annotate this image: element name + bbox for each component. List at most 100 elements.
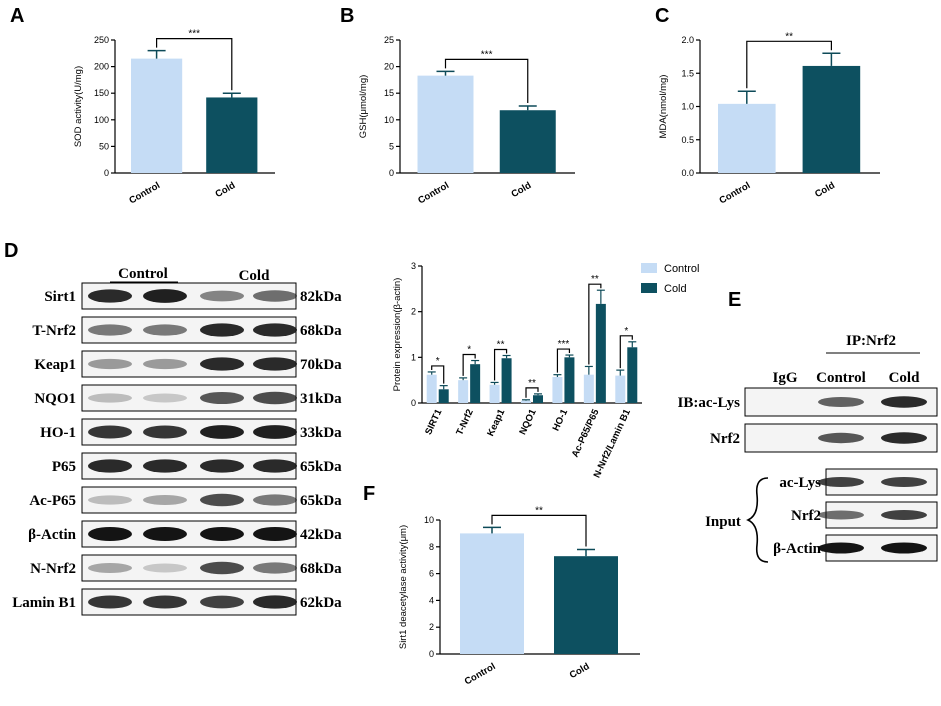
blot-size-label: 42kDa: [300, 527, 342, 543]
blot-row-label: N-Nrf2: [30, 561, 76, 577]
chart-A: 0 50 100 150 200 250 SOD activity(U/mg) Control…: [73, 29, 275, 206]
blot-size-label: 62kDa: [300, 595, 342, 611]
y-tick-label: 3: [411, 261, 416, 271]
group-label-cold: Cold: [239, 268, 271, 284]
panel-letter-F: F: [363, 483, 375, 505]
band: [200, 561, 244, 575]
significance-label: **: [528, 378, 536, 389]
band: [143, 495, 187, 505]
bar-control: [489, 384, 500, 403]
chart-D: 0 1 2 3 Protein expression(β-actin) * SIRT1 * T-…: [392, 261, 699, 480]
blot-row-label: Sirt1: [44, 289, 76, 305]
blot-row-label: NQO1: [34, 391, 76, 407]
x-tick-label: Keap1: [485, 407, 507, 438]
band: [818, 432, 864, 444]
x-tick-label: Ac-P65/P65: [570, 407, 602, 459]
band: [143, 324, 187, 336]
blot-size-label: 65kDa: [300, 459, 342, 475]
band: [818, 510, 864, 520]
blot-size-label: 82kDa: [300, 289, 342, 305]
band: [253, 595, 297, 609]
y-tick-label: 2.0: [681, 35, 694, 45]
significance-label: ***: [481, 49, 493, 60]
significance-label: **: [785, 31, 793, 42]
y-axis-label: SOD activity(U/mg): [73, 66, 84, 147]
significance-label: **: [497, 340, 505, 351]
blot-size-label: 65kDa: [300, 493, 342, 509]
blot-size-label: 31kDa: [300, 391, 342, 407]
band: [88, 495, 132, 505]
band: [818, 542, 864, 554]
blot-row-label: Ac-P65: [29, 493, 76, 509]
y-tick-label: 6: [429, 569, 434, 579]
blot-row-label: β-Actin: [773, 541, 822, 557]
significance-bracket: [462, 353, 476, 376]
significance-bracket: [588, 283, 602, 365]
input-label: Input: [705, 514, 741, 530]
band: [88, 563, 132, 573]
y-tick-label: 100: [94, 115, 109, 125]
ip-label: IP:Nrf2: [846, 333, 896, 349]
significance-bracket: [491, 514, 587, 547]
y-tick-label: 1: [411, 352, 416, 362]
significance-label: *: [624, 326, 628, 337]
band: [253, 459, 297, 473]
bar-cold: [554, 556, 618, 654]
blot-row-label: T-Nrf2: [32, 323, 76, 339]
y-tick-label: 10: [424, 515, 434, 525]
band: [88, 527, 132, 541]
panel-letter-C: C: [655, 5, 669, 27]
chart-B: 0 5 10 15 20 25 GSH(μmol/mg) Control Cold ***: [358, 35, 575, 206]
band: [143, 563, 187, 573]
band: [200, 425, 244, 439]
significance-label: ***: [558, 339, 570, 350]
x-tick-label: Cold: [214, 180, 238, 200]
band: [200, 391, 244, 405]
blot-row-label: Nrf2: [791, 508, 821, 524]
panel-letter-D: D: [4, 240, 18, 262]
y-tick-label: 150: [94, 88, 109, 98]
bar-control: [131, 58, 183, 174]
bar-control: [552, 376, 563, 403]
input-brace: [746, 477, 769, 563]
band: [200, 527, 244, 541]
band: [143, 358, 187, 370]
significance-bracket: [525, 387, 539, 398]
band: [143, 425, 187, 439]
x-tick-label: Control: [127, 180, 162, 206]
significance-bracket: [493, 348, 508, 381]
bar-cold: [533, 395, 543, 403]
significance-bracket: [619, 335, 633, 369]
band: [200, 290, 244, 302]
band: [881, 432, 927, 444]
x-tick-label: HO-1: [551, 407, 571, 433]
x-tick-label: NQO1: [517, 407, 539, 437]
co-ip-blot-E: IP:Nrf2 IgG Control Cold IB:ac-Lys Nrf2 ac-Lys…: [677, 333, 938, 563]
bar-control: [460, 533, 524, 654]
band: [88, 393, 132, 403]
blot-row-label: Nrf2: [710, 431, 740, 447]
bar-cold: [501, 358, 512, 403]
x-tick-label: Control: [416, 180, 451, 206]
band: [143, 595, 187, 609]
significance-bracket: [556, 348, 571, 373]
band: [253, 527, 297, 541]
bar-control: [583, 374, 594, 403]
y-tick-label: 0: [389, 168, 394, 178]
band: [143, 393, 187, 403]
band: [200, 595, 244, 609]
band: [253, 323, 297, 337]
y-tick-label: 1.5: [681, 68, 694, 78]
legend-swatch: [641, 263, 657, 273]
bar-control: [417, 75, 474, 173]
x-tick-label: Control: [463, 661, 498, 687]
band: [881, 542, 927, 554]
x-tick-label: T-Nrf2: [454, 408, 476, 438]
band: [200, 357, 244, 371]
band: [88, 595, 132, 609]
lane-label: Cold: [889, 370, 921, 386]
legend-label: Control: [664, 263, 699, 275]
y-tick-label: 50: [99, 141, 109, 151]
blot-row-label: P65: [52, 459, 76, 475]
